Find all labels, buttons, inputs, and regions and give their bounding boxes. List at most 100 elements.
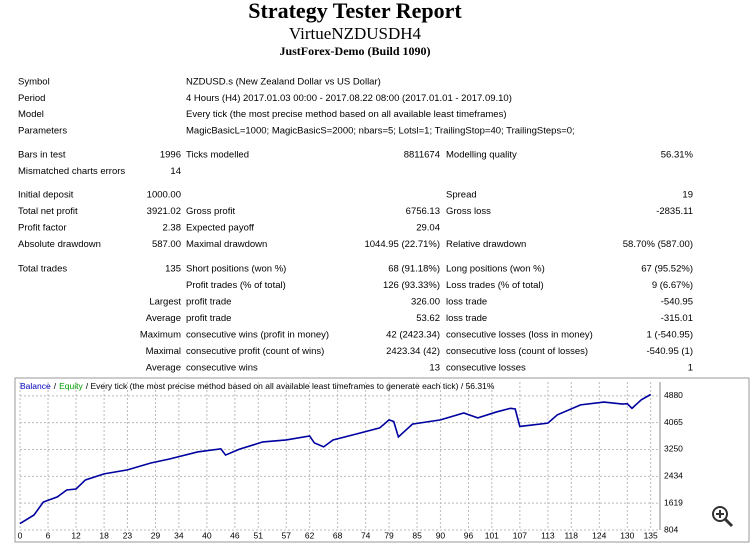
- stat-label: consecutive wins: [186, 363, 258, 374]
- x-tick-label: 68: [333, 530, 343, 540]
- stat-value: 13: [429, 363, 440, 374]
- x-tick-label: 62: [305, 530, 315, 540]
- x-tick-label: 85: [412, 530, 422, 540]
- stat-value: 14: [170, 166, 181, 177]
- stat-label: Short positions (won %): [186, 264, 286, 275]
- legend-entry: Equity: [59, 381, 83, 391]
- stat-value: -2835.11: [656, 206, 693, 217]
- y-tick-label: 1619: [664, 497, 683, 507]
- x-tick-label: 107: [513, 530, 527, 540]
- stat-label: consecutive losses (loss in money): [446, 330, 593, 341]
- x-tick-label: 57: [282, 530, 292, 540]
- stat-label: Gross profit: [186, 206, 235, 217]
- stat-label: Expected payoff: [186, 223, 254, 234]
- x-tick-label: 12: [71, 530, 81, 540]
- x-tick-label: 90: [436, 530, 446, 540]
- stat-value: 2.38: [163, 223, 182, 234]
- stat-value: 1996: [160, 150, 181, 161]
- stat-label: Modelling quality: [446, 150, 517, 161]
- x-tick-label: 124: [592, 530, 606, 540]
- zoom-icon[interactable]: [712, 506, 734, 528]
- chart-frame: [14, 377, 750, 543]
- stat-value: 56.31%: [661, 150, 694, 161]
- stat-value: 126 (93.33%): [383, 280, 440, 291]
- stat-label: Average: [146, 313, 181, 324]
- stat-value: 58.70% (587.00): [623, 239, 693, 250]
- stat-value: 1 (-540.95): [647, 330, 693, 341]
- x-tick-label: 74: [361, 530, 371, 540]
- x-tick-label: 40: [202, 530, 212, 540]
- stat-value: -540.95 (1): [647, 346, 693, 357]
- stat-value: 1044.95 (22.71%): [364, 239, 440, 250]
- stat-label: consecutive profit (count of wins): [186, 346, 324, 357]
- stat-value: 8811674: [404, 150, 440, 161]
- expert-name: VirtueNZDUSDH4: [289, 24, 422, 43]
- x-tick-label: 29: [151, 530, 161, 540]
- info-label: Period: [18, 93, 45, 104]
- stat-label: profit trade: [186, 297, 231, 308]
- info-value: NZDUSD.s (New Zealand Dollar vs US Dolla…: [186, 77, 381, 88]
- x-tick-label: 23: [123, 530, 133, 540]
- server: JustForex-Demo (Build 1090): [279, 44, 430, 58]
- stat-label: Largest: [149, 297, 181, 308]
- stat-label: Average: [146, 363, 181, 374]
- stat-label: Absolute drawdown: [18, 239, 101, 250]
- stat-label: Initial deposit: [18, 190, 74, 201]
- legend-separator: /: [54, 381, 57, 391]
- stat-label: Total net profit: [18, 206, 78, 217]
- y-tick-label: 4880: [664, 390, 683, 400]
- x-tick-label: 130: [620, 530, 634, 540]
- stat-label: Ticks modelled: [186, 150, 249, 161]
- x-tick-label: 96: [464, 530, 474, 540]
- stat-label: consecutive loss (count of losses): [446, 346, 588, 357]
- x-tick-label: 46: [230, 530, 240, 540]
- stat-label: Loss trades (% of total): [446, 280, 544, 291]
- y-tick-label: 4065: [664, 417, 683, 427]
- stat-value: 68 (91.18%): [388, 264, 440, 275]
- x-tick-label: 79: [384, 530, 394, 540]
- stat-value: 19: [682, 190, 693, 201]
- x-tick-label: 135: [644, 530, 658, 540]
- stat-label: loss trade: [446, 297, 487, 308]
- stat-label: Gross loss: [446, 206, 491, 217]
- stat-value: 326.00: [411, 297, 440, 308]
- x-tick-label: 51: [254, 530, 264, 540]
- stat-label: consecutive losses: [446, 363, 526, 374]
- stat-label: Profit trades (% of total): [186, 280, 286, 291]
- y-tick-label: 804: [664, 524, 678, 534]
- stat-value: -315.01: [661, 313, 693, 324]
- stat-value: 9 (6.67%): [652, 280, 693, 291]
- info-value: Every tick (the most precise method base…: [186, 109, 507, 120]
- legend-note: / Every tick (the most precise method ba…: [86, 381, 495, 391]
- y-tick-label: 2434: [664, 471, 683, 481]
- stat-value: 67 (95.52%): [641, 264, 693, 275]
- stat-label: Maximal drawdown: [186, 239, 267, 250]
- stat-value: 29.04: [416, 223, 440, 234]
- stat-value: -540.95: [661, 297, 693, 308]
- stat-label: Relative drawdown: [446, 239, 526, 250]
- info-label: Symbol: [18, 77, 50, 88]
- title: Strategy Tester Report: [248, 0, 462, 23]
- stat-value: 1000.00: [147, 190, 181, 201]
- stat-label: Profit factor: [18, 223, 67, 234]
- stat-value: 6756.13: [406, 206, 440, 217]
- x-tick-label: 118: [564, 530, 578, 540]
- x-tick-label: 18: [99, 530, 109, 540]
- chart-legend: Balance / Equity / Every tick (the most pre…: [20, 381, 495, 391]
- stat-label: Spread: [446, 190, 477, 201]
- info-label: Model: [18, 109, 44, 120]
- stat-label: Total trades: [18, 264, 67, 275]
- legend-entry: Balance: [20, 381, 51, 391]
- info-label: Parameters: [18, 125, 67, 136]
- stat-label: Maximum: [140, 330, 181, 341]
- stat-label: profit trade: [186, 313, 231, 324]
- x-tick-label: 0: [18, 530, 23, 540]
- x-tick-label: 101: [485, 530, 499, 540]
- stat-value: 1: [688, 363, 693, 374]
- stat-value: 3921.02: [147, 206, 181, 217]
- stat-label: Maximal: [146, 346, 181, 357]
- stat-label: Long positions (won %): [446, 264, 545, 275]
- stat-value: 135: [165, 264, 181, 275]
- stat-label: Bars in test: [18, 150, 66, 161]
